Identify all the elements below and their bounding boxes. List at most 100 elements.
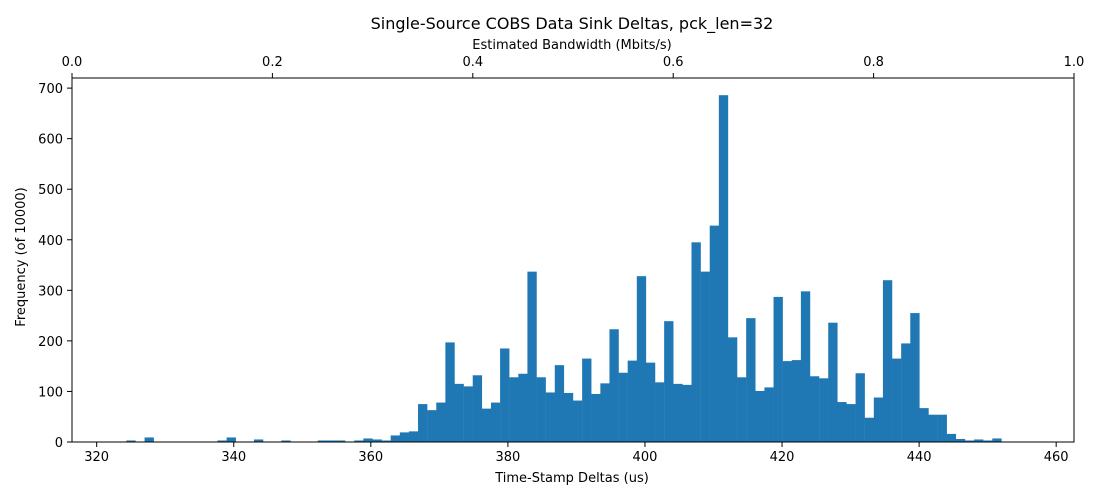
histogram-bar (381, 440, 391, 442)
y-tick-label: 0 (55, 436, 63, 451)
y-tick-label: 600 (38, 133, 63, 148)
histogram-bar (481, 408, 492, 442)
top-tick-label: 0.4 (462, 55, 483, 70)
histogram-bar (582, 358, 592, 442)
histogram-bar (755, 390, 765, 442)
histogram-bar (509, 377, 519, 442)
chart-title: Single-Source COBS Data Sink Deltas, pck… (371, 14, 774, 34)
histogram-bar (700, 271, 710, 442)
histogram-bar (573, 400, 583, 442)
histogram-bar (709, 225, 720, 442)
x-tick-label: 400 (633, 450, 658, 465)
histogram-bar (864, 417, 875, 442)
histogram-bar (527, 271, 537, 442)
histogram-bar (518, 373, 528, 442)
histogram-bar (372, 439, 382, 442)
y-tick-label: 500 (38, 183, 63, 198)
histogram-bar (828, 322, 838, 442)
x-tick-label: 380 (495, 450, 520, 465)
y-tick-label: 400 (38, 234, 63, 249)
y-axis-label: Frequency (of 10000) (14, 187, 29, 326)
histogram-bar (810, 376, 820, 442)
histogram-bar (317, 440, 328, 442)
histogram-bar (408, 431, 419, 442)
histogram-bar (545, 392, 555, 442)
histogram-bar (445, 342, 455, 442)
y-tick-label: 200 (38, 335, 63, 350)
histogram-bar (490, 402, 501, 442)
histogram-bar (500, 348, 510, 442)
y-tick-label: 300 (38, 284, 63, 299)
histogram-bar (846, 404, 856, 442)
histogram-bar (800, 291, 811, 442)
histogram-bar (946, 433, 957, 442)
histogram-bar (882, 280, 893, 442)
histogram-bar (472, 375, 483, 442)
histogram-bar (144, 437, 154, 442)
x-tick-label: 460 (1044, 450, 1069, 465)
histogram-bar (855, 373, 865, 442)
histogram-bar (928, 414, 938, 442)
histogram-bar (226, 437, 236, 442)
y-tick-label: 100 (38, 385, 63, 400)
histogram-bar (253, 439, 264, 442)
histogram-bar (645, 362, 656, 442)
histogram-bar (955, 438, 966, 442)
top-tick-label: 0.6 (663, 55, 684, 70)
histogram-bar (655, 382, 665, 442)
histogram-bar (536, 377, 546, 442)
histogram-bar (591, 393, 601, 442)
histogram-bar (919, 408, 929, 442)
histogram-bar (892, 358, 902, 442)
x-tick-label: 440 (907, 450, 932, 465)
top-axis-label: Estimated Bandwidth (Mbits/s) (472, 38, 671, 53)
histogram-bar (436, 402, 446, 442)
histogram-bar (463, 386, 473, 442)
histogram-bar (819, 378, 829, 442)
histogram-bar (746, 318, 756, 442)
x-tick-label: 320 (84, 450, 109, 465)
histogram-bar (983, 440, 993, 442)
histogram-bar (764, 387, 774, 442)
x-axis-label: Time-Stamp Deltas (us) (494, 471, 649, 486)
histogram-bar (873, 397, 884, 442)
histogram-bar (363, 438, 373, 442)
histogram-bar (964, 440, 975, 442)
histogram-bar (664, 321, 674, 442)
histogram-bar (281, 440, 291, 442)
top-tick-label: 0.8 (863, 55, 884, 70)
histogram-bar (682, 384, 692, 442)
histogram-bar (773, 296, 783, 442)
histogram-bar (727, 337, 738, 442)
histogram-bar (354, 440, 364, 442)
histogram-bar (554, 365, 565, 442)
bars-group (117, 95, 1029, 442)
histogram-bar (600, 383, 610, 442)
histogram-bar (427, 410, 437, 442)
histogram-bar (563, 392, 574, 442)
histogram-bar (326, 440, 337, 442)
histogram-bar (336, 440, 346, 442)
top-tick-label: 0.0 (62, 55, 83, 70)
histogram-bar (399, 432, 410, 442)
histogram-bar (937, 414, 947, 442)
histogram-bar (673, 383, 683, 442)
histogram-bar (718, 95, 729, 442)
histogram-bar (691, 242, 701, 442)
histogram-bar (837, 402, 847, 442)
histogram-bar (910, 313, 920, 442)
histogram-bar (454, 383, 464, 442)
histogram-bar (418, 404, 428, 442)
histogram-bar (126, 440, 136, 442)
y-tick-label: 700 (38, 82, 63, 97)
histogram-bar (627, 360, 638, 442)
histogram-bar (737, 377, 747, 442)
histogram-bar (992, 438, 1002, 442)
top-tick-label: 0.2 (262, 55, 283, 70)
histogram-bar (791, 360, 802, 442)
histogram-bar (974, 439, 984, 442)
histogram-bar (782, 361, 792, 442)
x-tick-label: 360 (358, 450, 383, 465)
histogram-bar (217, 440, 227, 442)
